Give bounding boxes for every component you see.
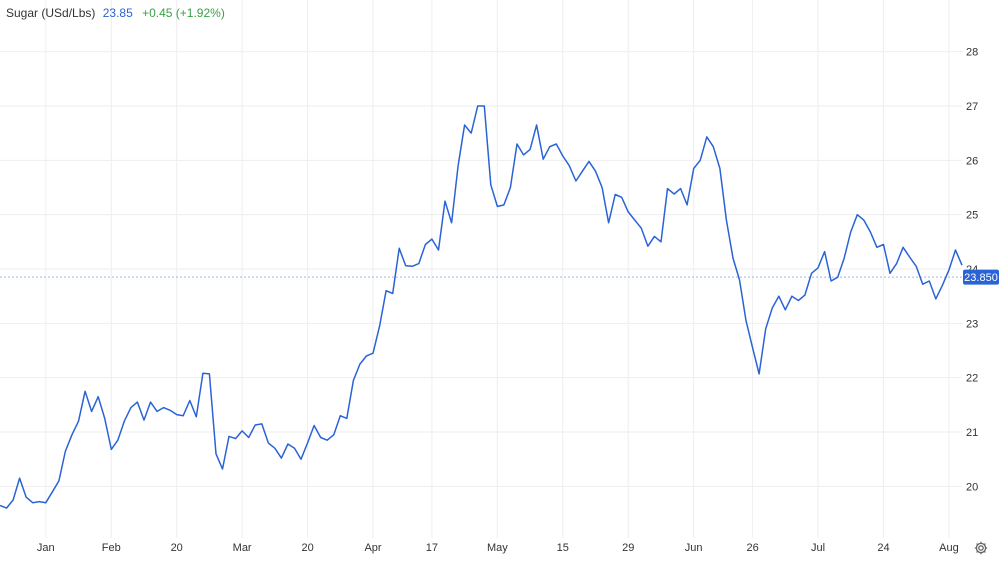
x-tick-label: Mar [233, 542, 252, 554]
x-tick-label: 20 [301, 542, 313, 554]
y-axis-labels: 202122232425262728 [966, 47, 978, 494]
current-price: 23.85 [102, 6, 133, 20]
x-tick-label: 26 [746, 542, 758, 554]
x-tick-label: 20 [171, 542, 183, 554]
y-tick-label: 26 [966, 155, 978, 167]
x-tick-label: Aug [939, 542, 959, 554]
x-tick-label: 24 [877, 542, 889, 554]
x-tick-label: Jul [811, 542, 825, 554]
last-price-badge: 23.850 [963, 269, 999, 285]
x-tick-label: May [487, 542, 508, 554]
x-tick-label: 15 [557, 542, 569, 554]
x-axis-labels: Jan Feb 20 Mar 20 Apr 17 May 15 29 Jun 26 Jul 24 Aug [37, 542, 959, 554]
y-tick-label: 21 [966, 427, 978, 439]
x-tick-label: Jan [37, 542, 55, 554]
y-tick-label: 25 [966, 210, 978, 222]
price-change: +0.45 (+1.92%) [142, 6, 225, 20]
price-series-line [0, 105, 963, 509]
x-tick-label: Apr [364, 542, 381, 554]
x-tick-label: Jun [685, 542, 703, 554]
x-tick-label: Feb [102, 542, 121, 554]
horizontal-gridlines [0, 51, 962, 487]
last-price-label: 23.850 [964, 272, 998, 284]
y-tick-label: 27 [966, 101, 978, 113]
symbol-name: Sugar (USd/Lbs) [6, 6, 96, 20]
y-tick-label: 28 [966, 47, 978, 59]
gear-icon[interactable] [973, 540, 989, 556]
x-tick-label: 17 [426, 542, 438, 554]
chart-header: Sugar (USd/Lbs) 23.85 +0.45 (+1.92%) [6, 6, 225, 20]
y-tick-label: 20 [966, 481, 978, 493]
y-tick-label: 22 [966, 373, 978, 385]
y-tick-label: 23 [966, 318, 978, 330]
x-tick-label: 29 [622, 542, 634, 554]
